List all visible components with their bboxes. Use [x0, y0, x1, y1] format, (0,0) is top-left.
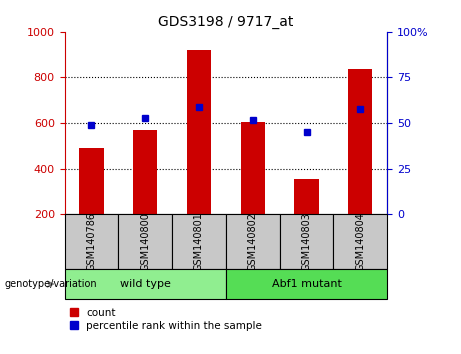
Text: GSM140786: GSM140786 — [86, 212, 96, 271]
Bar — [133, 130, 157, 214]
Bar — [65, 269, 226, 299]
Text: wild type: wild type — [120, 279, 171, 289]
Bar — [241, 122, 265, 214]
Title: GDS3198 / 9717_at: GDS3198 / 9717_at — [158, 16, 294, 29]
Bar — [226, 214, 280, 269]
Bar — [295, 179, 319, 214]
Bar — [79, 148, 104, 214]
Legend: count, percentile rank within the sample: count, percentile rank within the sample — [70, 308, 262, 331]
Text: GSM140800: GSM140800 — [140, 212, 150, 271]
Text: GSM140802: GSM140802 — [248, 212, 258, 271]
Text: genotype/variation: genotype/variation — [5, 279, 97, 289]
Bar — [333, 214, 387, 269]
Text: GSM140801: GSM140801 — [194, 212, 204, 271]
Text: Abf1 mutant: Abf1 mutant — [272, 279, 342, 289]
Bar — [118, 214, 172, 269]
Bar — [187, 50, 211, 214]
Bar — [348, 69, 372, 214]
Bar — [172, 214, 226, 269]
Text: GSM140803: GSM140803 — [301, 212, 312, 271]
Text: GSM140804: GSM140804 — [355, 212, 366, 271]
Bar — [280, 214, 333, 269]
Bar — [226, 269, 387, 299]
Bar — [65, 214, 118, 269]
